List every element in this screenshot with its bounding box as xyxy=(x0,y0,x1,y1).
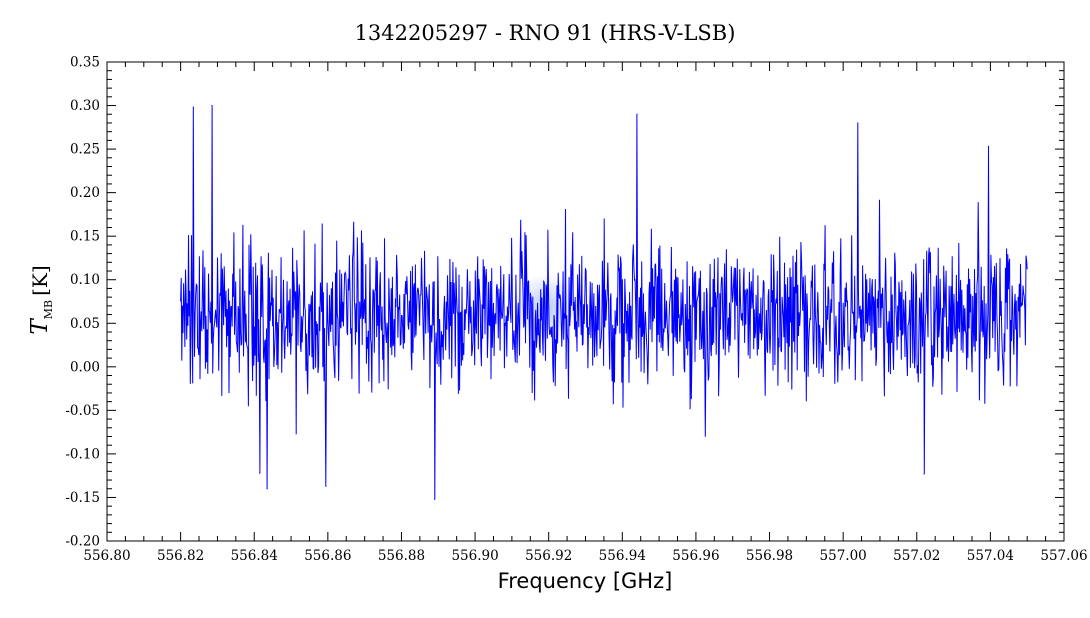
x-tick-label: 556.96 xyxy=(672,548,719,564)
x-tick-label: 556.82 xyxy=(157,548,204,564)
data-point xyxy=(433,498,436,500)
x-tick-label: 556.88 xyxy=(378,548,425,564)
y-axis-label-unit: [K] xyxy=(28,265,52,296)
y-tick-label: 0.10 xyxy=(70,272,100,288)
chart-title: 1342205297 - RNO 91 (HRS-V-LSB) xyxy=(355,21,736,45)
data-point xyxy=(266,488,268,490)
labelled-peaks xyxy=(192,104,990,500)
x-tick-label: 556.94 xyxy=(599,548,646,564)
y-tick-label: -0.10 xyxy=(65,446,100,462)
y-tick-label: 0.20 xyxy=(70,185,100,201)
x-tick-label: 556.80 xyxy=(83,548,130,564)
data-point xyxy=(987,145,990,148)
y-axis-label: TMB [K] xyxy=(27,265,55,334)
x-tick-label: 556.92 xyxy=(525,548,572,564)
y-tick-label: 0.15 xyxy=(70,229,100,245)
y-axis-label-main: T xyxy=(27,318,53,335)
x-tick-label: 557.02 xyxy=(893,548,940,564)
y-tick-label: -0.05 xyxy=(65,403,100,419)
data-point xyxy=(211,104,213,107)
data-point xyxy=(325,485,327,487)
y-tick-label: 0.35 xyxy=(70,55,100,71)
data-point xyxy=(192,106,195,108)
y-tick-label: 0.25 xyxy=(70,142,100,158)
y-tick-label: 0.05 xyxy=(70,316,100,332)
data-point xyxy=(636,113,638,115)
x-axis-label: Frequency [GHz] xyxy=(498,569,673,593)
x-tick-label: 556.90 xyxy=(451,548,498,564)
y-tick-label: 0.00 xyxy=(70,359,100,375)
x-tick-label: 557.04 xyxy=(967,548,1014,564)
x-tick-label: 557.00 xyxy=(820,548,867,564)
data-point xyxy=(259,472,261,474)
x-tick-label: 556.98 xyxy=(746,548,793,564)
y-tick-label: -0.20 xyxy=(65,534,100,550)
svg-text:TMB[K]: TMB [K] xyxy=(27,265,55,334)
data-point xyxy=(923,473,925,475)
x-axis: 556.80 556.82 556.84 556.86 556.88 556.90 556.… xyxy=(83,62,1088,564)
y-tick-label: -0.15 xyxy=(65,490,100,506)
x-tick-label: 556.84 xyxy=(231,548,278,564)
x-tick-label: 556.86 xyxy=(304,548,351,564)
data-point xyxy=(857,122,859,124)
y-axis: -0.20 -0.15 -0.10 -0.05 0.00 0.05 0.10 0.15 0.20… xyxy=(65,55,1064,550)
y-axis-label-sub: MB xyxy=(42,300,55,319)
x-tick-label: 557.06 xyxy=(1040,548,1087,564)
series-line xyxy=(180,105,1028,500)
y-tick-label: 0.30 xyxy=(70,98,100,114)
